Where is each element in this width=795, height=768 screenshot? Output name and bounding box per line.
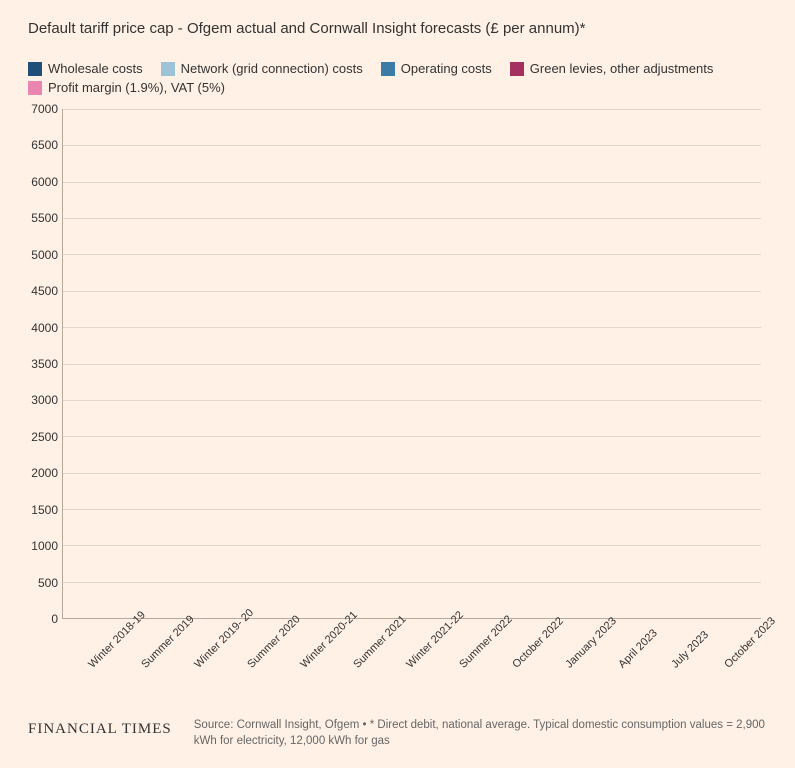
legend-label: Profit margin (1.9%), VAT (5%) [48, 80, 225, 95]
legend-swatch [161, 62, 175, 76]
chart-area: 0500100015002000250030003500400045005000… [62, 109, 761, 619]
y-tick-label: 3000 [31, 393, 58, 407]
x-tick-label: Summer 2021 [351, 631, 391, 671]
brand-label: FINANCIAL TIMES [28, 717, 172, 738]
y-tick-label: 3500 [31, 357, 58, 371]
legend-swatch [28, 62, 42, 76]
y-tick-label: 7000 [31, 102, 58, 116]
y-tick-label: 4500 [31, 284, 58, 298]
legend-item: Green levies, other adjustments [510, 61, 714, 76]
x-tick-label: January 2023 [563, 631, 603, 671]
legend-swatch [510, 62, 524, 76]
legend-label: Wholesale costs [48, 61, 143, 76]
chart-title: Default tariff price cap - Ofgem actual … [28, 20, 767, 37]
x-tick-label: Winter 2018-19 [86, 631, 126, 671]
bars-container [63, 109, 761, 618]
x-axis-labels: Winter 2018-19Summer 2019Winter 2019- 20… [63, 618, 761, 630]
y-tick-label: 500 [38, 576, 58, 590]
x-tick-label: October 2023 [723, 631, 763, 671]
y-tick-label: 0 [51, 612, 58, 626]
plot-area: Winter 2018-19Summer 2019Winter 2019- 20… [62, 109, 761, 619]
legend-swatch [381, 62, 395, 76]
x-tick-label: October 2022 [510, 631, 550, 671]
y-tick-label: 1500 [31, 503, 58, 517]
legend-item: Operating costs [381, 61, 492, 76]
y-tick-label: 6000 [31, 175, 58, 189]
legend-item: Wholesale costs [28, 61, 143, 76]
y-tick-label: 4000 [31, 321, 58, 335]
x-tick-label: Summer 2019 [139, 631, 179, 671]
y-tick-label: 2000 [31, 466, 58, 480]
legend-label: Operating costs [401, 61, 492, 76]
x-tick-label: April 2023 [616, 631, 656, 671]
x-tick-label: July 2023 [670, 631, 710, 671]
x-tick-label: Summer 2020 [245, 631, 285, 671]
legend-label: Green levies, other adjustments [530, 61, 714, 76]
y-tick-label: 6500 [31, 138, 58, 152]
footer: FINANCIAL TIMES Source: Cornwall Insight… [28, 717, 767, 750]
legend-label: Network (grid connection) costs [181, 61, 363, 76]
x-tick-label: Winter 2019- 20 [192, 631, 232, 671]
legend-item: Profit margin (1.9%), VAT (5%) [28, 80, 225, 95]
x-tick-label: Winter 2020-21 [298, 631, 338, 671]
y-tick-label: 2500 [31, 430, 58, 444]
legend-swatch [28, 81, 42, 95]
y-axis: 0500100015002000250030003500400045005000… [28, 109, 62, 619]
source-note: Source: Cornwall Insight, Ofgem • * Dire… [194, 717, 767, 750]
y-tick-label: 5000 [31, 248, 58, 262]
x-tick-label: Winter 2021-22 [404, 631, 444, 671]
x-tick-label: Summer 2022 [457, 631, 497, 671]
y-tick-label: 5500 [31, 211, 58, 225]
legend-item: Network (grid connection) costs [161, 61, 363, 76]
legend: Wholesale costs Network (grid connection)… [28, 61, 767, 95]
y-tick-label: 1000 [31, 539, 58, 553]
